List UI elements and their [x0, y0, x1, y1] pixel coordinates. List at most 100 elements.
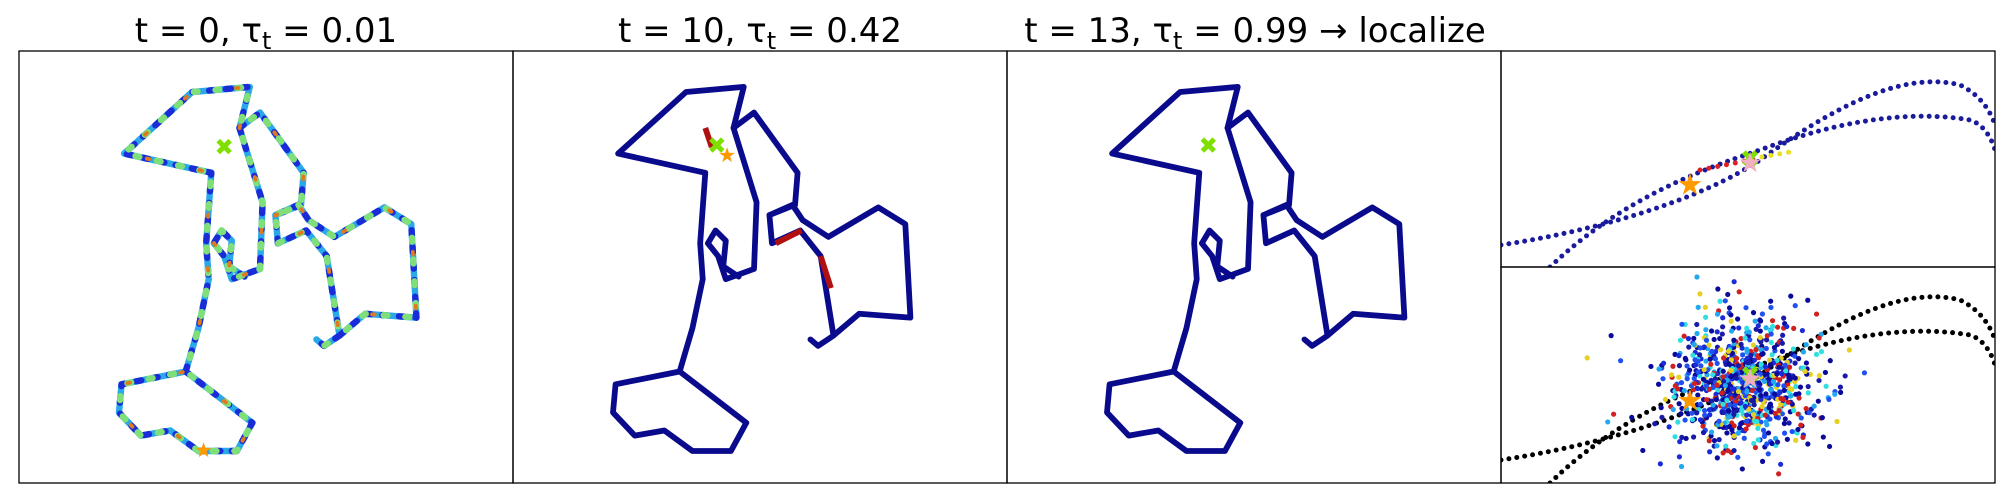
particle-cloud [1584, 274, 1868, 500]
particle [1757, 328, 1763, 334]
particle [1720, 401, 1726, 407]
particle [1786, 420, 1792, 426]
particle [1700, 429, 1707, 436]
particle [1757, 371, 1763, 377]
particle [1826, 396, 1832, 403]
particle [1697, 401, 1704, 407]
particle [1767, 387, 1774, 393]
particle [1734, 355, 1740, 361]
particle [1791, 325, 1797, 332]
particle [1743, 418, 1750, 424]
particle [1782, 416, 1788, 422]
particle [1774, 357, 1780, 363]
particle [1679, 495, 1684, 500]
particle [1722, 298, 1728, 304]
particle [1683, 435, 1689, 442]
particle [1793, 391, 1799, 397]
particle [1692, 357, 1698, 363]
particle [1765, 451, 1771, 457]
particle [1605, 419, 1611, 425]
particle [1652, 421, 1658, 427]
particle [1777, 401, 1784, 407]
particle [1837, 384, 1844, 390]
particle [1789, 386, 1795, 392]
particle [1640, 447, 1646, 454]
particle [1710, 402, 1716, 408]
particle [1744, 346, 1750, 352]
particle [1720, 374, 1726, 380]
particle [1691, 335, 1697, 342]
particle [1763, 419, 1769, 425]
particle [1740, 352, 1746, 358]
particle [1678, 411, 1684, 417]
particle [1729, 350, 1736, 356]
particle [1788, 293, 1794, 299]
particle [1778, 395, 1784, 401]
particle [1694, 410, 1700, 416]
particle [1714, 311, 1721, 317]
particle [1750, 342, 1757, 348]
particle [1861, 370, 1868, 376]
particle [1738, 335, 1744, 342]
particle [1795, 411, 1801, 417]
x-marker: ✖ [214, 135, 233, 161]
particle [1724, 430, 1730, 436]
particle [1748, 352, 1754, 358]
particle [1741, 435, 1747, 441]
particle [1678, 463, 1685, 470]
particle [1751, 373, 1758, 379]
particle [1811, 403, 1817, 409]
particle [1702, 304, 1709, 310]
trajectory: ✖ [1107, 87, 1404, 451]
particle [1725, 448, 1731, 454]
particle [1676, 374, 1682, 380]
particle [1771, 344, 1778, 351]
particle [1766, 405, 1772, 411]
particle [1748, 397, 1755, 404]
particle [1764, 333, 1770, 339]
particle [1787, 393, 1794, 399]
particle [1762, 364, 1769, 370]
particle [1757, 317, 1763, 323]
particle [1842, 373, 1848, 379]
particle [1685, 336, 1692, 342]
particle [1776, 471, 1782, 477]
particle [1657, 461, 1663, 467]
particle [1739, 407, 1745, 413]
particle [1747, 483, 1752, 488]
particle [1768, 331, 1774, 337]
particle [1742, 335, 1748, 341]
particle [1694, 321, 1700, 328]
particle [1792, 360, 1798, 366]
particle [1697, 352, 1703, 358]
particle [1764, 441, 1770, 447]
particle [1720, 324, 1726, 330]
particle [1758, 339, 1764, 345]
particle [1796, 356, 1802, 362]
particle [1797, 384, 1804, 390]
particle [1716, 437, 1722, 443]
particle [1666, 424, 1672, 430]
particle [1679, 405, 1685, 412]
particle [1728, 312, 1734, 318]
panel-title: t = 13, τt = 0.99 → localize [1024, 11, 1486, 55]
particle [1691, 380, 1698, 387]
particle [1739, 369, 1745, 375]
particle [1770, 323, 1776, 330]
particle [1684, 400, 1690, 406]
particle [1707, 356, 1713, 362]
particle [1686, 396, 1692, 402]
particle [1753, 367, 1760, 374]
particle [1796, 395, 1802, 401]
particle [1629, 414, 1635, 421]
particle [1690, 352, 1696, 358]
particle [1648, 363, 1654, 370]
particle [1782, 362, 1788, 368]
particle [1702, 412, 1708, 418]
particle [1655, 381, 1662, 387]
particle [1727, 402, 1733, 408]
particle [1755, 355, 1762, 361]
particle [1765, 430, 1772, 436]
particle [1759, 403, 1765, 410]
panel-title: t = 0, τt = 0.01 [135, 11, 397, 55]
